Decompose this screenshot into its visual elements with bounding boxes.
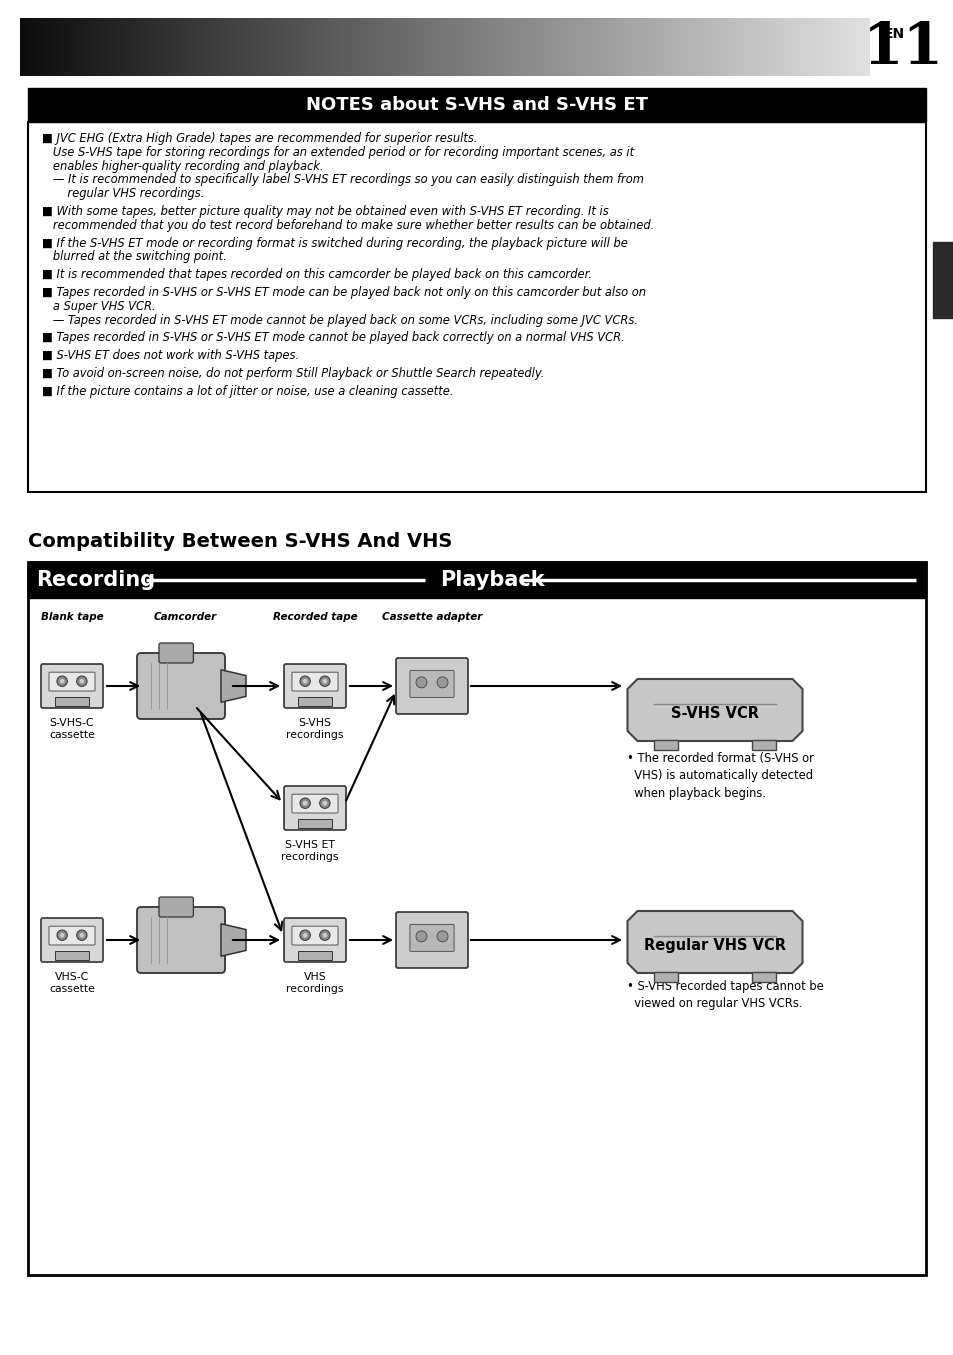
Circle shape	[299, 676, 310, 687]
Circle shape	[322, 801, 327, 806]
Circle shape	[436, 931, 448, 942]
Text: VHS-C
cassette: VHS-C cassette	[49, 972, 95, 995]
Circle shape	[60, 932, 65, 938]
Text: S-VHS
recordings: S-VHS recordings	[286, 718, 343, 740]
FancyBboxPatch shape	[297, 820, 332, 828]
Text: Blank tape: Blank tape	[41, 612, 103, 622]
Circle shape	[416, 678, 427, 688]
FancyBboxPatch shape	[41, 664, 103, 709]
Bar	[932, 243, 953, 318]
Text: Cassette adapter: Cassette adapter	[381, 612, 481, 622]
FancyBboxPatch shape	[292, 672, 337, 691]
FancyBboxPatch shape	[54, 951, 90, 959]
Circle shape	[416, 931, 427, 942]
Text: Regular VHS VCR: Regular VHS VCR	[643, 938, 785, 953]
Text: ■ Tapes recorded in S-VHS or S-VHS ET mode can be played back not only on this c: ■ Tapes recorded in S-VHS or S-VHS ET mo…	[42, 286, 645, 299]
Circle shape	[319, 676, 330, 687]
FancyBboxPatch shape	[395, 912, 468, 967]
Bar	[654, 740, 678, 751]
Polygon shape	[627, 679, 801, 741]
FancyBboxPatch shape	[137, 906, 225, 973]
Circle shape	[76, 930, 87, 940]
Text: Compatibility Between S-VHS And VHS: Compatibility Between S-VHS And VHS	[28, 533, 452, 551]
Bar	[751, 740, 775, 751]
FancyBboxPatch shape	[284, 917, 346, 962]
FancyBboxPatch shape	[297, 698, 332, 706]
Polygon shape	[221, 924, 246, 957]
Circle shape	[319, 798, 330, 809]
FancyBboxPatch shape	[41, 917, 103, 962]
Circle shape	[79, 932, 84, 938]
FancyBboxPatch shape	[284, 786, 346, 831]
Circle shape	[76, 676, 87, 687]
Circle shape	[299, 930, 310, 940]
FancyBboxPatch shape	[159, 897, 193, 917]
Text: ■ If the S-VHS ET mode or recording format is switched during recording, the pla: ■ If the S-VHS ET mode or recording form…	[42, 237, 627, 249]
Text: recommended that you do test record beforehand to make sure whether better resul: recommended that you do test record befo…	[42, 218, 654, 232]
Text: • S-VHS recorded tapes cannot be
  viewed on regular VHS VCRs.: • S-VHS recorded tapes cannot be viewed …	[626, 980, 822, 1011]
Text: 11: 11	[862, 20, 943, 76]
Bar	[28, 122, 925, 492]
Text: • The recorded format (S-VHS or
  VHS) is automatically detected
  when playback: • The recorded format (S-VHS or VHS) is …	[626, 752, 813, 799]
FancyBboxPatch shape	[49, 672, 95, 691]
Polygon shape	[221, 669, 246, 702]
Text: S-VHS-C
cassette: S-VHS-C cassette	[49, 718, 95, 740]
FancyBboxPatch shape	[137, 653, 225, 720]
Bar	[654, 972, 678, 982]
Text: blurred at the switching point.: blurred at the switching point.	[42, 251, 227, 263]
FancyBboxPatch shape	[297, 951, 332, 959]
Text: ■ It is recommended that tapes recorded on this camcorder be played back on this: ■ It is recommended that tapes recorded …	[42, 268, 592, 282]
Text: Recording: Recording	[36, 570, 155, 589]
Text: ■ If the picture contains a lot of jitter or noise, use a cleaning cassette.: ■ If the picture contains a lot of jitte…	[42, 385, 453, 398]
Text: ■ To avoid on-screen noise, do not perform Still Playback or Shuttle Search repe: ■ To avoid on-screen noise, do not perfo…	[42, 367, 544, 379]
Text: S-VHS ET
recordings: S-VHS ET recordings	[281, 840, 338, 862]
Text: Camcorder: Camcorder	[153, 612, 216, 622]
Polygon shape	[627, 911, 801, 973]
Text: ■ With some tapes, better picture quality may not be obtained even with S-VHS ET: ■ With some tapes, better picture qualit…	[42, 205, 608, 218]
FancyBboxPatch shape	[292, 927, 337, 944]
Circle shape	[436, 678, 448, 688]
Circle shape	[60, 679, 65, 684]
Bar	[28, 88, 925, 122]
Text: ■ JVC EHG (Extra High Grade) tapes are recommended for superior results.: ■ JVC EHG (Extra High Grade) tapes are r…	[42, 131, 477, 145]
FancyBboxPatch shape	[292, 794, 337, 813]
Text: regular VHS recordings.: regular VHS recordings.	[42, 187, 204, 201]
Text: — It is recommended to specifically label S-VHS ET recordings so you can easily : — It is recommended to specifically labe…	[42, 173, 643, 187]
FancyBboxPatch shape	[410, 924, 454, 951]
Circle shape	[79, 679, 84, 684]
Circle shape	[302, 679, 307, 684]
Text: EN: EN	[882, 27, 904, 41]
Text: enables higher-quality recording and playback.: enables higher-quality recording and pla…	[42, 160, 323, 172]
Circle shape	[57, 930, 68, 940]
FancyBboxPatch shape	[284, 664, 346, 709]
Circle shape	[319, 930, 330, 940]
Circle shape	[322, 932, 327, 938]
FancyBboxPatch shape	[49, 927, 95, 944]
Circle shape	[322, 679, 327, 684]
Text: ■ S-VHS ET does not work with S-VHS tapes.: ■ S-VHS ET does not work with S-VHS tape…	[42, 350, 299, 362]
Text: ■ Tapes recorded in S-VHS or S-VHS ET mode cannot be played back correctly on a : ■ Tapes recorded in S-VHS or S-VHS ET mo…	[42, 332, 624, 344]
Text: Use S-VHS tape for storing recordings for an extended period or for recording im: Use S-VHS tape for storing recordings fo…	[42, 146, 634, 159]
Circle shape	[299, 798, 310, 809]
Text: — Tapes recorded in S-VHS ET mode cannot be played back on some VCRs, including : — Tapes recorded in S-VHS ET mode cannot…	[42, 313, 638, 327]
Text: a Super VHS VCR.: a Super VHS VCR.	[42, 299, 155, 313]
Text: Playback: Playback	[439, 570, 544, 589]
Circle shape	[302, 932, 307, 938]
Text: S-VHS VCR: S-VHS VCR	[670, 706, 759, 721]
Text: Recorded tape: Recorded tape	[273, 612, 357, 622]
FancyBboxPatch shape	[159, 644, 193, 663]
Circle shape	[57, 676, 68, 687]
Bar	[751, 972, 775, 982]
FancyBboxPatch shape	[54, 698, 90, 706]
FancyBboxPatch shape	[395, 659, 468, 714]
Text: NOTES about S-VHS and S-VHS ET: NOTES about S-VHS and S-VHS ET	[306, 96, 647, 114]
Bar	[28, 562, 925, 598]
FancyBboxPatch shape	[410, 671, 454, 698]
Bar	[28, 562, 925, 1275]
Circle shape	[302, 801, 307, 806]
Text: VHS
recordings: VHS recordings	[286, 972, 343, 995]
